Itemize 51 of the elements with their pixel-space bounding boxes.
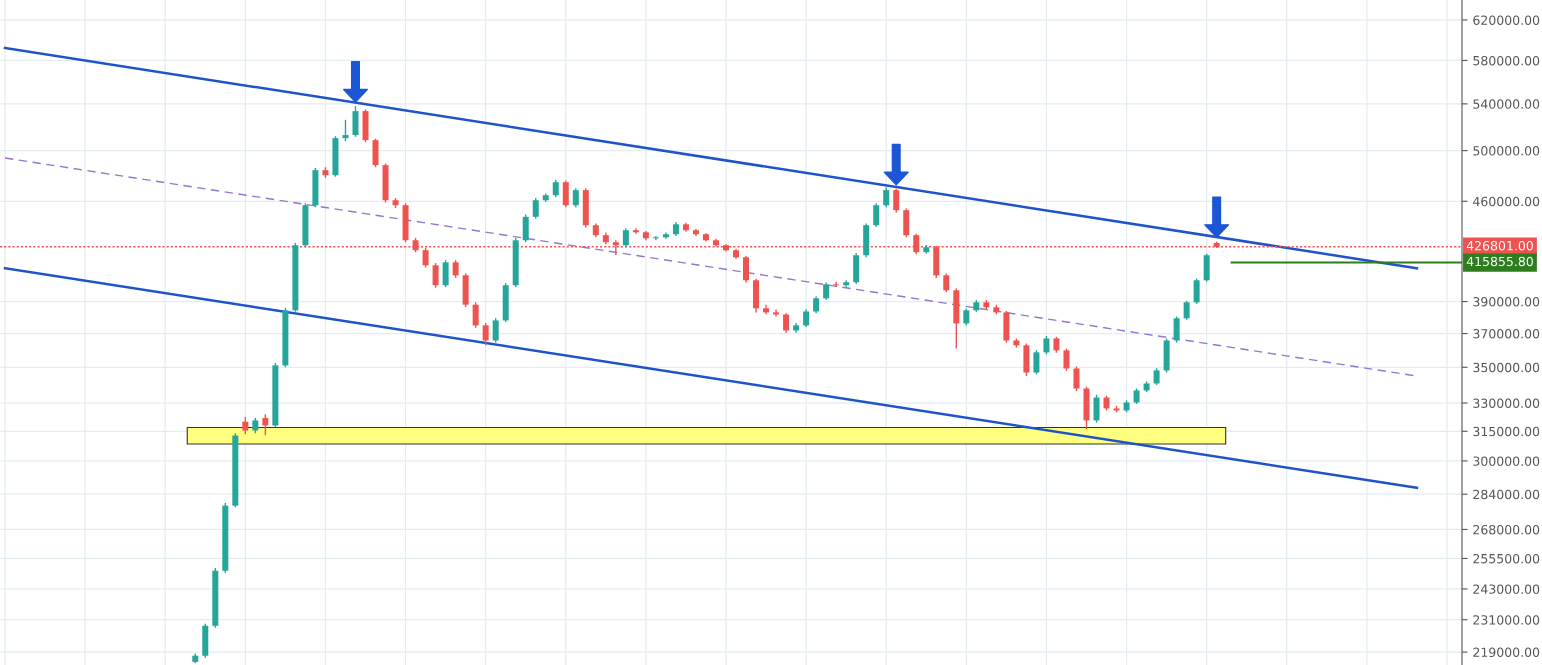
candlestick <box>652 235 659 241</box>
candlestick <box>1043 335 1050 356</box>
candlestick <box>943 272 950 293</box>
y-tick-label: 330000.00 <box>1473 398 1540 408</box>
y-tick-label: 255500.00 <box>1473 553 1540 564</box>
y-tick-label: 243000.00 <box>1473 584 1540 594</box>
candlestick <box>632 227 639 235</box>
candlestick <box>352 105 359 138</box>
candlestick <box>472 301 479 329</box>
candlestick <box>1193 277 1200 305</box>
y-tick-label: 315000.00 <box>1473 426 1540 437</box>
candlestick <box>492 317 499 344</box>
candlestick <box>532 197 539 220</box>
candlestick <box>913 233 920 256</box>
candlestick <box>1073 365 1080 392</box>
candlestick <box>743 255 750 284</box>
candlestick <box>442 259 449 288</box>
y-tick-label: 231000.00 <box>1473 615 1540 625</box>
candlestick <box>883 186 890 208</box>
y-tick-label: 300000.00 <box>1473 456 1540 466</box>
candlestick <box>773 308 780 318</box>
candlestick <box>1173 315 1180 344</box>
candlestick <box>342 119 349 142</box>
y-tick-label: 350000.00 <box>1473 362 1540 373</box>
y-tick-label: 219000.00 <box>1473 647 1540 658</box>
candlestick <box>1033 349 1040 375</box>
candlestick <box>893 188 900 214</box>
y-tick-label: 540000.00 <box>1473 99 1540 109</box>
candlestick <box>522 213 529 243</box>
ref-line-label: 426801.00 <box>1466 240 1533 251</box>
y-tick-label: 500000.00 <box>1473 146 1540 156</box>
candlestick <box>562 179 569 208</box>
y-tick-label: 580000.00 <box>1473 55 1540 66</box>
candlestick <box>1093 394 1100 424</box>
candlestick <box>572 187 579 208</box>
y-tick-label: 620000.00 <box>1473 15 1540 25</box>
y-tick-label: 268000.00 <box>1473 524 1540 535</box>
ref-line-label: 415855.80 <box>1466 256 1533 267</box>
candlestick <box>783 312 790 334</box>
y-tick-label: 370000.00 <box>1473 329 1540 339</box>
candlestick <box>1183 300 1190 321</box>
candlestick <box>262 413 269 436</box>
candlestick <box>833 280 840 288</box>
candlestick <box>1063 347 1070 372</box>
y-tick-label: 460000.00 <box>1473 196 1540 207</box>
y-tick-label: 390000.00 <box>1473 297 1540 307</box>
candlestick <box>873 202 880 228</box>
candlestick <box>482 322 489 346</box>
candlestick <box>432 262 439 289</box>
candlestick <box>622 227 629 248</box>
y-tick-label: 284000.00 <box>1473 489 1540 500</box>
